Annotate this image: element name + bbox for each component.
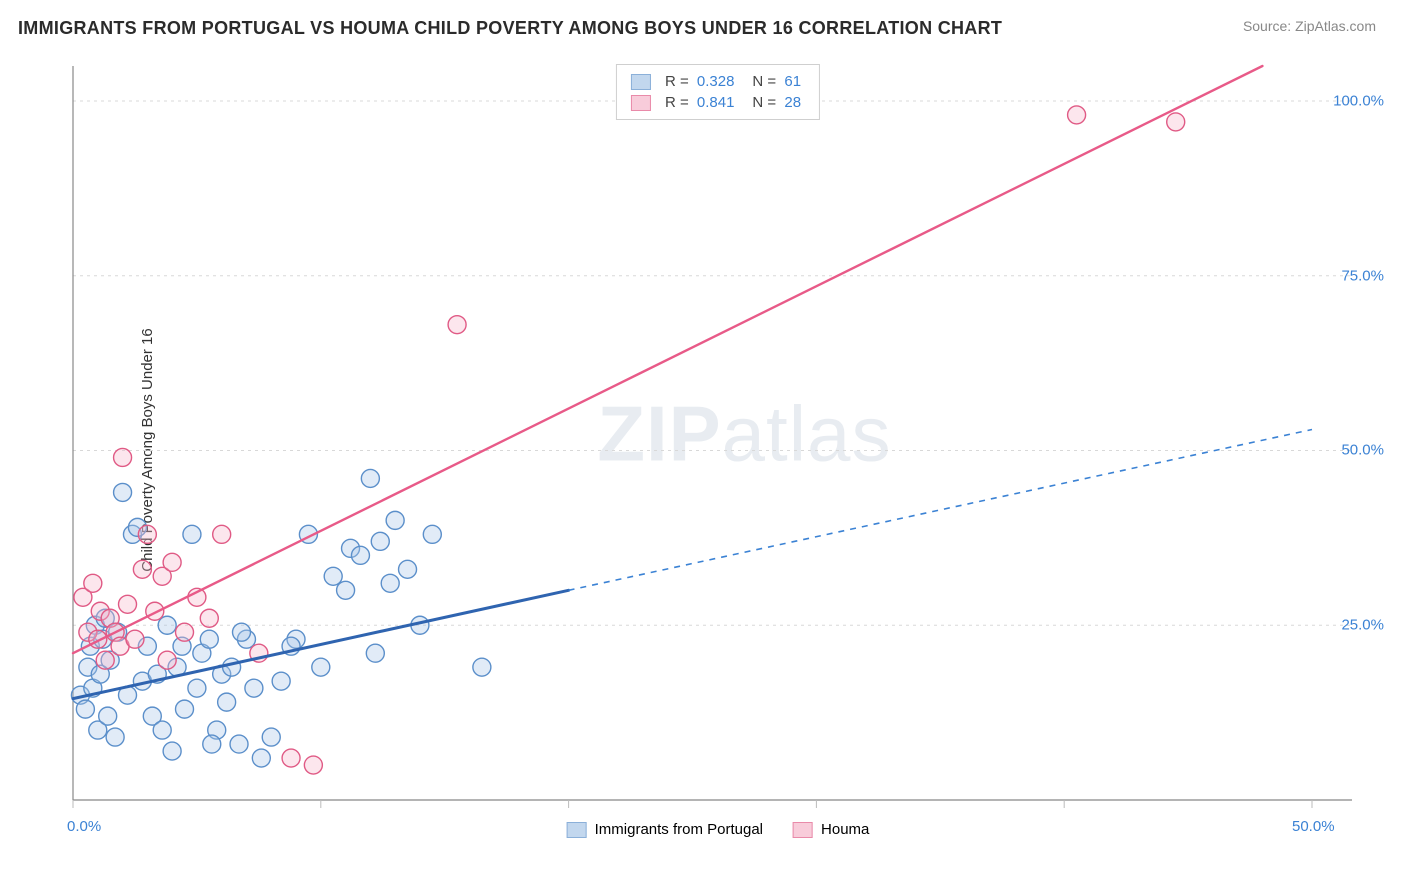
legend-r: R = 0.841 <box>665 94 738 111</box>
chart-container: Child Poverty Among Boys Under 16 ZIPatl… <box>58 60 1378 840</box>
scatter-plot <box>58 60 1378 840</box>
legend-r: R = 0.328 <box>665 73 738 90</box>
legend-swatch <box>631 74 651 90</box>
legend-n: N = 28 <box>752 94 805 111</box>
header: IMMIGRANTS FROM PORTUGAL VS HOUMA CHILD … <box>0 0 1406 49</box>
legend-swatch <box>793 822 813 838</box>
legend-top: R = 0.328 N = 61 R = 0.841 N = 28 <box>616 64 820 120</box>
x-tick-label: 0.0% <box>67 818 101 835</box>
legend-top-row: R = 0.328 N = 61 <box>631 71 805 92</box>
chart-title: IMMIGRANTS FROM PORTUGAL VS HOUMA CHILD … <box>18 18 1002 39</box>
legend-n: N = 61 <box>752 73 805 90</box>
y-tick-label: 100.0% <box>1333 92 1384 109</box>
y-tick-label: 25.0% <box>1341 617 1384 634</box>
legend-bottom: Immigrants from Portugal Houma <box>567 821 870 838</box>
legend-bottom-item: Immigrants from Portugal <box>567 821 763 838</box>
y-tick-label: 75.0% <box>1341 267 1384 284</box>
x-tick-label: 50.0% <box>1292 818 1335 835</box>
y-tick-label: 50.0% <box>1341 442 1384 459</box>
legend-label: Houma <box>821 821 869 838</box>
legend-swatch <box>567 822 587 838</box>
legend-top-row: R = 0.841 N = 28 <box>631 92 805 113</box>
legend-label: Immigrants from Portugal <box>595 821 763 838</box>
legend-swatch <box>631 95 651 111</box>
source-attribution: Source: ZipAtlas.com <box>1243 18 1376 34</box>
legend-bottom-item: Houma <box>793 821 869 838</box>
source-prefix: Source: <box>1243 18 1291 34</box>
source-link[interactable]: ZipAtlas.com <box>1295 18 1376 34</box>
